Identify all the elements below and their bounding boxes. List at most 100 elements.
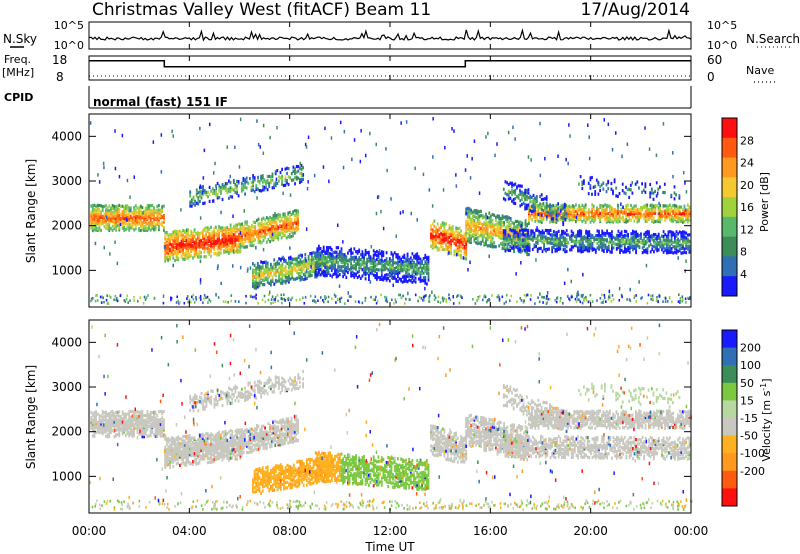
- data-cell: [318, 267, 320, 271]
- data-cell: [509, 234, 512, 239]
- data-cell: [600, 207, 603, 211]
- data-cell: [118, 213, 121, 217]
- data-cell: [515, 238, 518, 242]
- data-cell: [435, 226, 437, 230]
- data-cell: [395, 253, 398, 257]
- data-cell: [236, 184, 238, 188]
- data-cell: [456, 239, 459, 243]
- data-cell: [677, 241, 679, 245]
- data-cell: [623, 208, 626, 212]
- data-cell: [316, 247, 319, 251]
- data-cell: [501, 241, 504, 245]
- data-cell: [153, 208, 155, 212]
- data-cell: [281, 280, 284, 284]
- data-cell: [512, 189, 515, 193]
- data-cell: [146, 203, 149, 207]
- data-cell: [343, 263, 346, 267]
- data-cell: [194, 199, 196, 203]
- data-cell: [496, 231, 499, 235]
- data-cell: [644, 240, 647, 244]
- data-cell: [307, 255, 310, 259]
- data-cell: [98, 226, 101, 230]
- data-cell: [448, 232, 451, 236]
- data-cell: [557, 237, 560, 241]
- data-cell: [174, 233, 176, 237]
- data-cell: [275, 213, 278, 218]
- data-cell: [395, 271, 398, 275]
- data-cell: [673, 197, 676, 201]
- data-cell: [174, 251, 176, 255]
- data-cell: [659, 214, 662, 218]
- data-cell: [651, 297, 654, 300]
- data-cell: [355, 272, 357, 276]
- data-cell: [670, 214, 673, 218]
- data-cell: [491, 236, 494, 240]
- data-cell: [242, 238, 245, 242]
- data-cell: [562, 222, 565, 227]
- data-cell: [372, 249, 375, 253]
- data-cell: [630, 236, 633, 240]
- data-cell: [578, 182, 580, 186]
- data-cell: [667, 215, 670, 219]
- data-cell: [128, 213, 131, 217]
- data-cell: [461, 246, 464, 250]
- data-cell: [659, 242, 662, 246]
- data-cell: [372, 273, 375, 277]
- data-cell: [669, 239, 671, 243]
- data-cell: [210, 189, 213, 193]
- data-cell: [566, 207, 569, 211]
- data-cell: [522, 241, 524, 245]
- data-cell: [619, 232, 621, 236]
- data-cell: [659, 185, 661, 189]
- data-cell: [619, 248, 621, 252]
- data-cell: [601, 246, 604, 250]
- data-cell: [106, 218, 109, 222]
- data-cell: [363, 269, 365, 273]
- data-cell: [342, 260, 344, 264]
- data-cell: [144, 220, 147, 224]
- data-cell: [165, 230, 168, 235]
- data-cell: [272, 224, 275, 229]
- data-cell: [95, 226, 97, 230]
- data-cell: [417, 299, 419, 303]
- data-cell: [253, 263, 256, 267]
- data-cell: [648, 217, 650, 221]
- data-cell: [527, 203, 530, 207]
- data-cell: [662, 230, 665, 234]
- data-cell: [256, 285, 259, 289]
- data-cell: [541, 234, 544, 238]
- data-cell: [402, 294, 404, 298]
- data-cell: [327, 260, 330, 264]
- data-cell: [270, 298, 273, 301]
- data-cell: [538, 229, 541, 233]
- data-cell: [605, 183, 608, 187]
- data-cell: [501, 224, 504, 228]
- data-cell: [526, 206, 528, 211]
- data-cell: [440, 237, 442, 241]
- data-cell: [683, 237, 686, 241]
- data-cell: [229, 231, 232, 235]
- data-cell: [158, 204, 160, 208]
- data-cell: [549, 237, 552, 241]
- data-cell: [124, 300, 127, 303]
- data-cell: [211, 236, 214, 240]
- data-cell: [292, 234, 294, 238]
- data-cell: [283, 257, 285, 261]
- data-cell: [218, 227, 220, 231]
- data-cell: [651, 236, 654, 240]
- data-cell: [292, 210, 294, 214]
- data-cell: [506, 238, 508, 242]
- data-cell: [175, 235, 178, 239]
- data-cell: [163, 220, 165, 224]
- data-cell: [338, 268, 341, 272]
- data-cell: [210, 240, 212, 244]
- data-cell: [584, 210, 587, 214]
- data-cell: [167, 233, 170, 237]
- data-cell: [106, 216, 109, 220]
- data-cell: [291, 276, 294, 280]
- data-cell: [330, 258, 333, 262]
- data-cell: [266, 272, 269, 276]
- data-cell: [270, 233, 273, 237]
- data-cell: [565, 210, 568, 214]
- data-cell: [466, 213, 469, 217]
